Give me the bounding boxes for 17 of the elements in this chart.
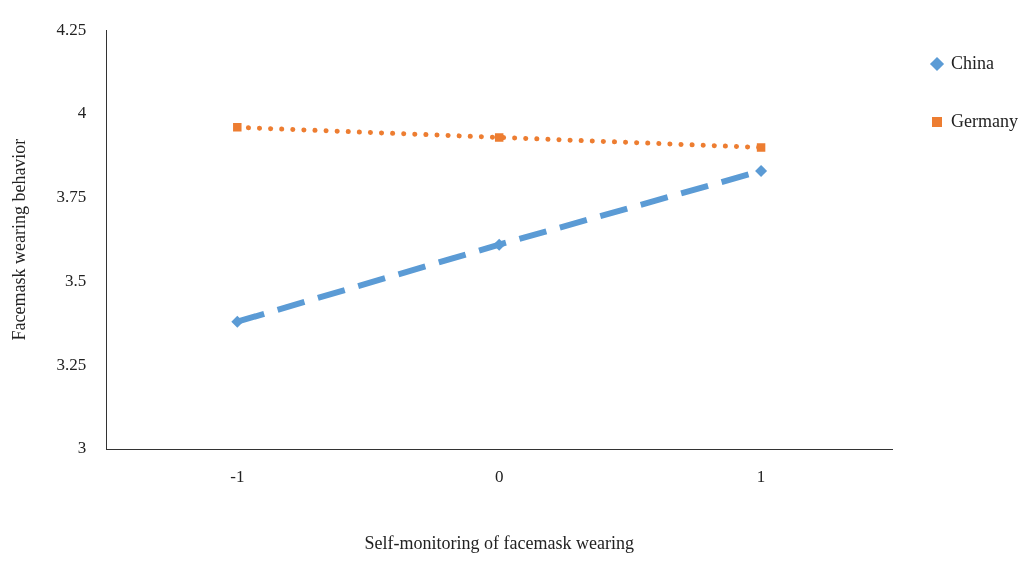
point xyxy=(755,164,768,177)
x-tick-label: 0 xyxy=(494,466,504,486)
x-tick-label: -1 xyxy=(230,466,245,486)
y-tick-label: 3.25 xyxy=(56,354,87,374)
y-tick-label: 4.25 xyxy=(56,19,87,39)
y-tick-label: 3.75 xyxy=(56,187,87,207)
x-tick-label: 1 xyxy=(756,466,766,486)
point xyxy=(494,133,504,142)
point xyxy=(756,143,766,152)
x-axis-title: Self-monitoring of facemask wearing xyxy=(364,532,634,553)
legend-label: China xyxy=(951,52,995,73)
y-tick-label: 3 xyxy=(77,438,87,458)
point xyxy=(233,123,242,132)
y-tick-label: 4 xyxy=(77,103,87,123)
y-tick-label: 3.5 xyxy=(65,270,87,290)
y-axis-title: Facemask wearing behavior xyxy=(8,138,29,341)
legend-label: Germany xyxy=(951,110,1019,131)
